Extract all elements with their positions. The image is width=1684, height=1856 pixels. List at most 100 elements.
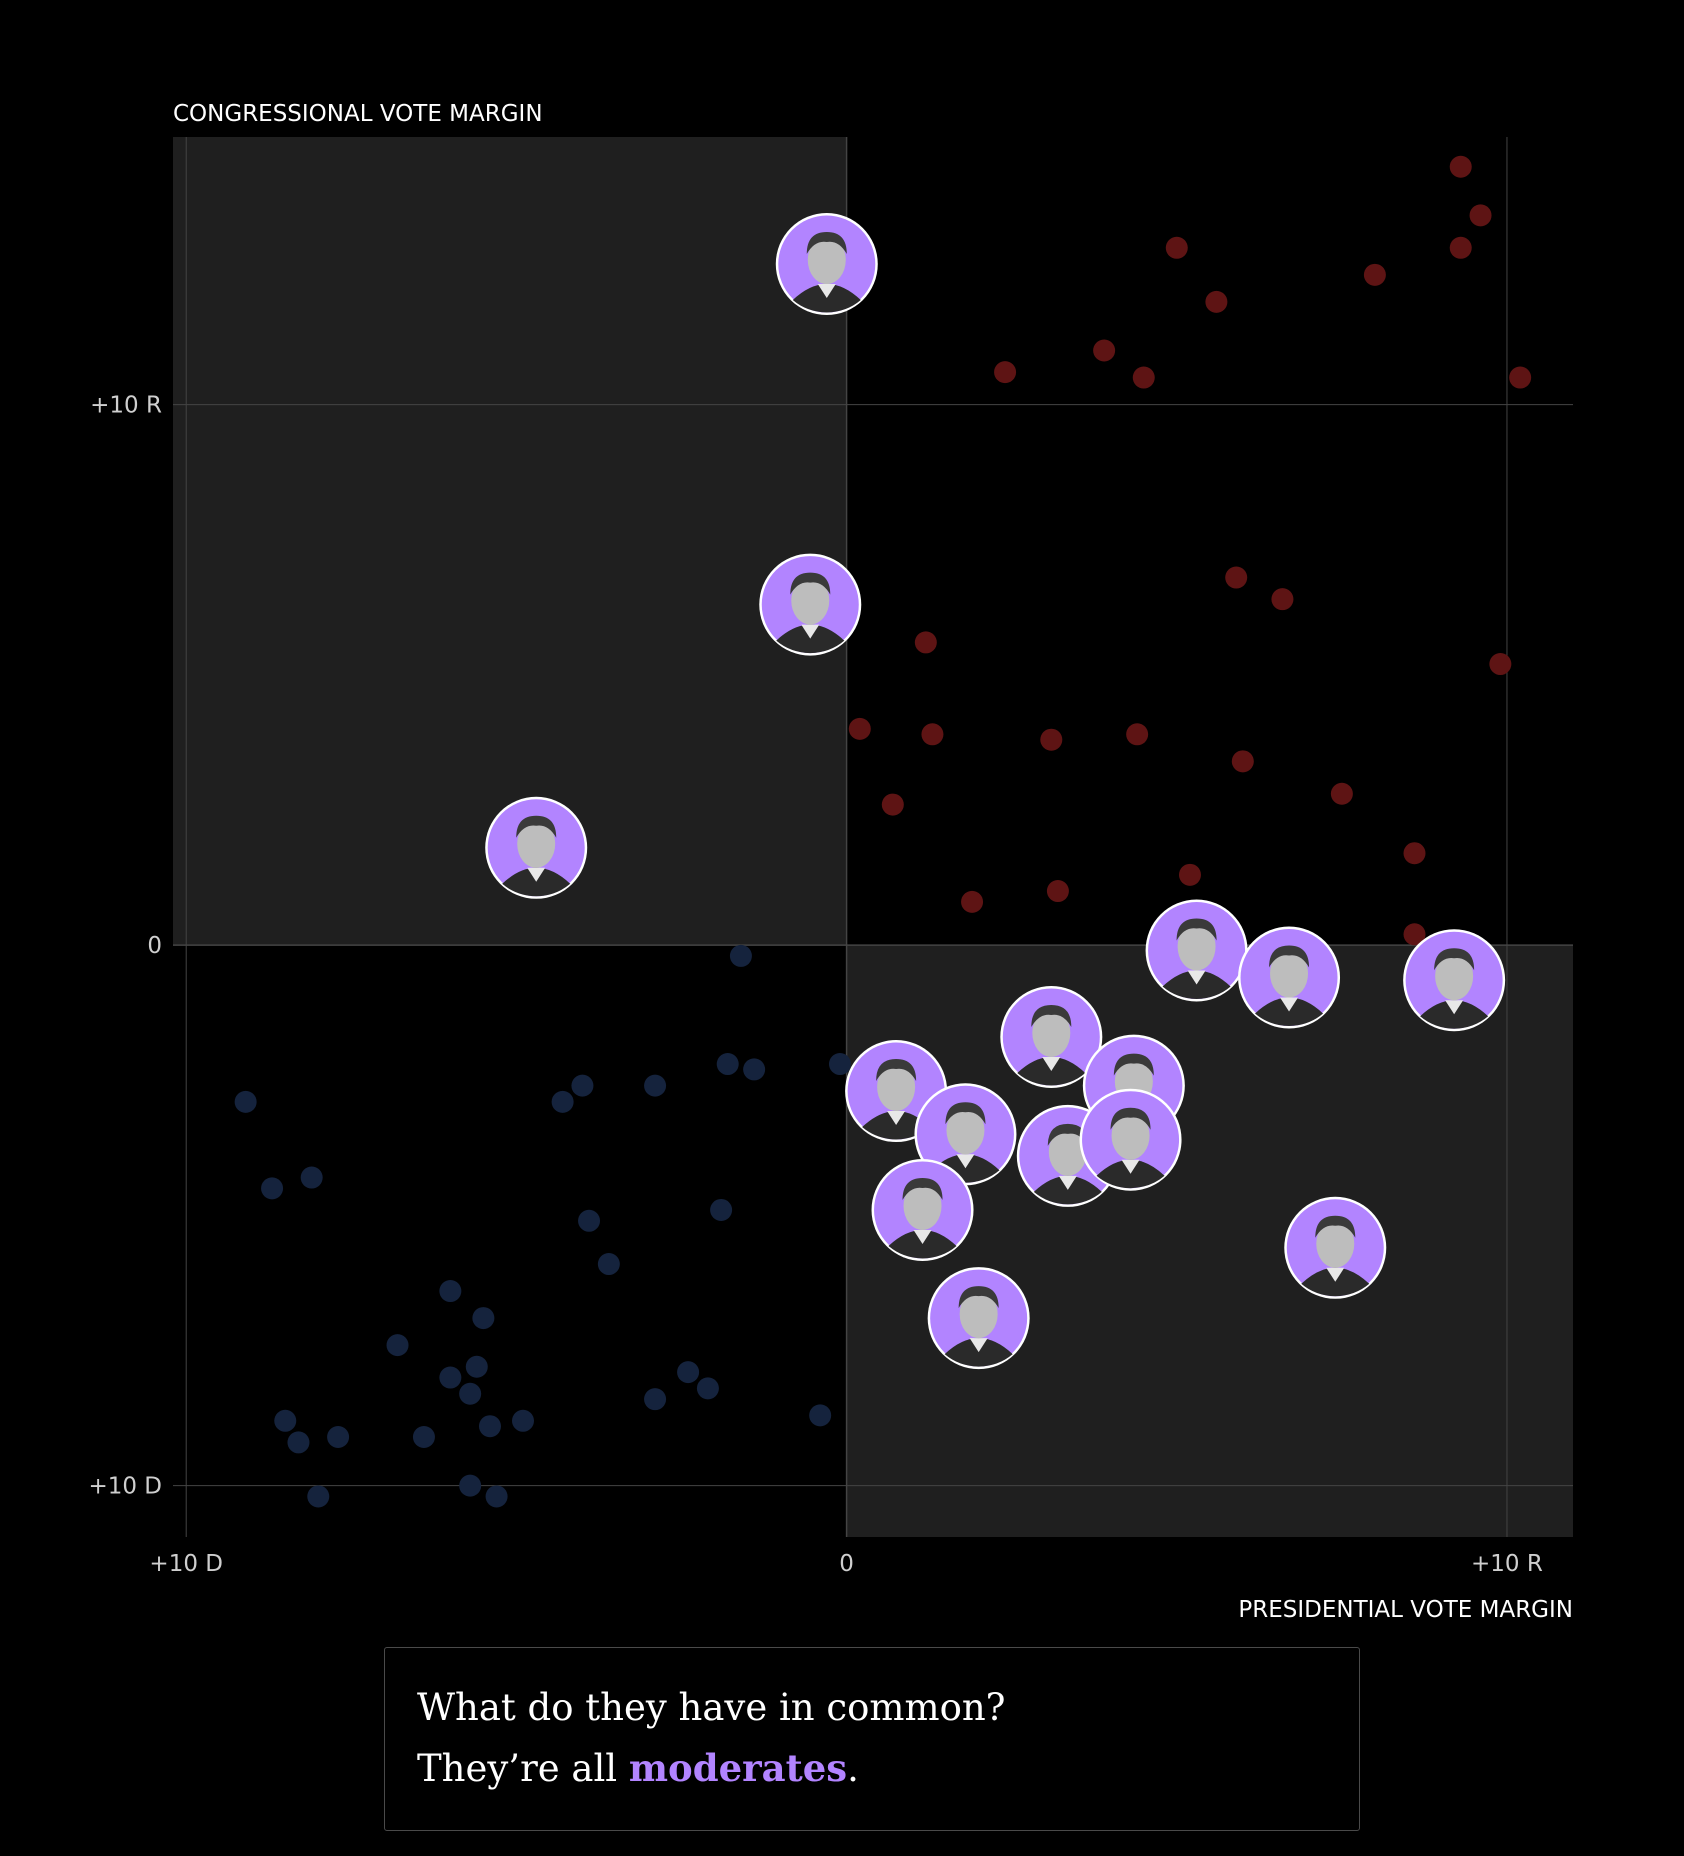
portrait-shoulders <box>1162 970 1231 1000</box>
portrait-hair <box>1315 1215 1356 1238</box>
portrait-shoulders <box>888 1229 957 1259</box>
democrat-district-point <box>459 1382 482 1405</box>
democrat-district-point <box>261 1177 284 1200</box>
portrait-face <box>1111 1111 1150 1160</box>
democrat-district-point <box>327 1426 350 1448</box>
y-axis-title: CONGRESSIONAL VOTE MARGIN <box>173 101 543 127</box>
member-portrait-marker <box>1284 1196 1387 1299</box>
republican-district-point <box>1330 782 1353 805</box>
democrat-district-point <box>459 1474 482 1497</box>
democrat-district-point <box>412 1426 435 1448</box>
portrait-shoulders <box>1420 1000 1489 1029</box>
democrat-district-point <box>551 1090 574 1113</box>
member-portrait-marker <box>927 1267 1030 1370</box>
republican-district-point <box>994 361 1017 384</box>
republican-district-point <box>848 717 871 740</box>
portrait-collar <box>1042 1057 1061 1071</box>
member-portrait-marker <box>1079 1088 1182 1191</box>
republican-district-point <box>1363 263 1386 286</box>
portrait-hair <box>958 1286 999 1309</box>
y-tick-label: +10 D <box>88 1474 162 1500</box>
portrait-shoulders <box>944 1338 1013 1367</box>
republican-district-point <box>1046 880 1069 903</box>
portrait-collar <box>817 284 836 299</box>
democrat-district-point <box>234 1090 257 1113</box>
caption-question: What do they have in common? <box>417 1686 1006 1729</box>
portrait-face <box>791 576 830 625</box>
democrat-district-point <box>696 1377 719 1400</box>
portrait-hair <box>806 232 847 255</box>
x-tick-label: +10 D <box>149 1551 223 1577</box>
portrait-collar <box>1121 1159 1140 1174</box>
democrat-district-point <box>512 1409 534 1432</box>
democrat-district-point <box>828 1053 851 1076</box>
republican-district-point <box>1225 566 1248 589</box>
democrat-district-point <box>386 1334 409 1357</box>
portrait-face <box>903 1181 942 1230</box>
democrat-district-point <box>307 1485 330 1508</box>
portrait-collar <box>1187 970 1206 985</box>
portrait-shoulders <box>502 867 571 897</box>
democrat-district-point <box>743 1058 766 1081</box>
member-portrait-marker <box>1403 929 1506 1032</box>
portrait-shoulders <box>792 284 861 313</box>
democrat-district-point <box>710 1198 733 1221</box>
portrait-hair <box>1269 945 1310 968</box>
republican-district-point <box>921 723 944 746</box>
republican-district-point <box>1178 863 1201 886</box>
portrait-hair <box>516 815 557 838</box>
member-portrait-marker <box>759 553 862 656</box>
portrait-collar <box>1280 997 1299 1012</box>
x-tick-label: +10 R <box>1471 1551 1543 1577</box>
democrat-district-point <box>597 1253 620 1276</box>
democrat-district-point <box>571 1074 594 1097</box>
portrait-hair <box>945 1102 986 1125</box>
republican-district-point <box>1126 723 1149 746</box>
caption-highlight-moderates: moderates <box>628 1746 848 1790</box>
republican-district-point <box>1093 339 1116 362</box>
portrait-hair <box>1031 1005 1072 1027</box>
quadrant-r-president-d-congress <box>846 945 1573 1537</box>
democrat-district-point <box>729 944 752 967</box>
caption-answer: They’re all moderates. <box>417 1738 1327 1799</box>
portrait-shoulders <box>1017 1057 1086 1086</box>
democrat-district-point <box>677 1361 700 1384</box>
democrat-district-point <box>716 1053 739 1076</box>
democrat-district-point <box>485 1485 508 1508</box>
portrait-hair <box>1434 948 1475 971</box>
member-portrait-marker <box>914 1083 1017 1186</box>
scatter-chart: CONGRESSIONAL VOTE MARGIN PRESIDENTIAL V… <box>88 101 1573 1623</box>
democrat-district-point <box>465 1355 488 1378</box>
portrait-face <box>1270 949 1309 998</box>
y-tick-label: +10 R <box>90 393 162 419</box>
portrait-hair <box>790 572 831 595</box>
republican-district-point <box>1205 290 1228 313</box>
portrait-face <box>959 1290 998 1339</box>
republican-district-point <box>1271 588 1294 611</box>
member-portrait-marker <box>485 796 588 899</box>
portrait-shoulders <box>1301 1267 1370 1297</box>
portrait-face <box>946 1106 985 1155</box>
portrait-hair <box>902 1177 943 1200</box>
democrat-district-point <box>644 1074 667 1097</box>
caption-box: What do they have in common? They’re all… <box>384 1647 1360 1831</box>
portrait-collar <box>1445 1000 1464 1015</box>
democrat-district-point <box>287 1431 310 1454</box>
portrait-face <box>1048 1127 1087 1176</box>
portrait-hair <box>1110 1107 1151 1130</box>
portrait-collar <box>913 1229 932 1244</box>
democrat-district-point <box>472 1307 495 1330</box>
portrait-collar <box>527 867 546 882</box>
republican-district-point <box>1403 842 1426 865</box>
democrat-district-point <box>644 1388 667 1411</box>
republican-district-point <box>1165 236 1188 259</box>
portrait-face <box>807 236 846 285</box>
portrait-shoulders <box>1255 997 1324 1027</box>
portrait-face <box>1032 1009 1071 1057</box>
republican-district-point <box>881 793 904 816</box>
portrait-shoulders <box>1096 1159 1165 1189</box>
republican-district-point <box>1449 236 1472 259</box>
republican-district-point <box>914 631 937 654</box>
democrat-district-point <box>274 1409 297 1432</box>
portrait-collar <box>887 1111 906 1126</box>
